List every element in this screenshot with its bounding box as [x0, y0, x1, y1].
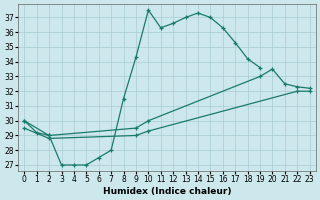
X-axis label: Humidex (Indice chaleur): Humidex (Indice chaleur) — [103, 187, 231, 196]
